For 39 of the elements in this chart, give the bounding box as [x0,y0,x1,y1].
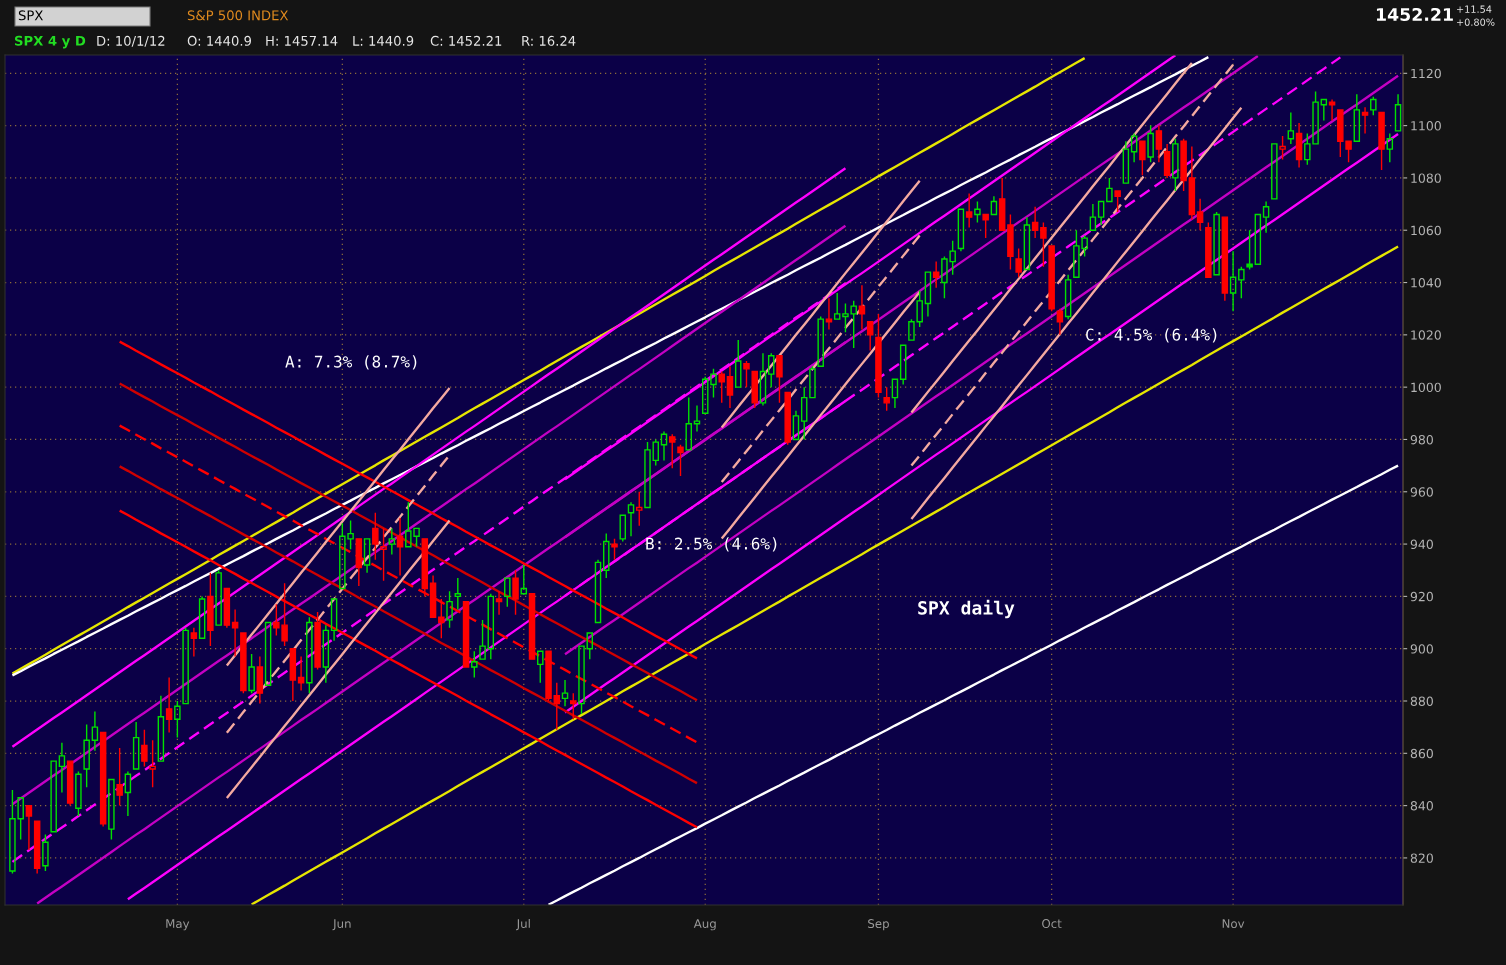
x-tick-label: Aug [693,919,716,931]
annotation: SPX daily [918,599,1015,619]
y-tick-label: 840 [1410,801,1433,811]
chart-title: SPX [18,10,43,21]
text: SPX 4 y D [14,35,86,49]
text: L: 1440.9 [353,35,414,46]
y-tick-label: 1100 [1411,121,1441,131]
y-tick-label: 900 [1410,644,1433,654]
y-tick-label: 1120 [1411,68,1441,79]
x-tick-label: Nov [1222,919,1245,929]
y-tick-label: 940 [1410,539,1433,549]
x-tick-label: Jun [332,919,351,931]
chart-subtitle: S&P 500 INDEX [187,10,289,21]
annotation: A: 7.3% (8.7%) [285,355,417,370]
x-tick-label: Oct [1042,919,1062,929]
y-tick-label: 1040 [1411,278,1441,288]
y-tick-label: 980 [1410,434,1433,445]
x-tick-label: Jul [516,918,530,931]
text: H: 1457.14 [266,36,338,46]
y-tick-label: 920 [1410,591,1433,602]
text: O: 1440.9 [187,35,252,46]
y-tick-label: 1060 [1411,225,1441,236]
text: +0.80% [1457,18,1495,26]
y-tick-label: 1020 [1411,330,1441,340]
text: 1452.21 [1376,7,1453,22]
text: R: 16.24 [522,35,576,46]
x-tick-label: May [166,919,190,931]
y-tick-label: 960 [1410,487,1433,497]
text: +11.54 [1457,5,1492,13]
x-tick-label: Sep [868,919,889,931]
y-tick-label: 1000 [1411,382,1441,393]
y-tick-label: 820 [1410,853,1433,863]
y-tick-label: 1080 [1411,173,1441,183]
annotation: B: 2.5% (4.6%) [646,537,777,552]
y-tick-label: 860 [1410,748,1433,759]
annotation: C: 4.5% (6.4%) [1086,328,1217,343]
y-tick-label: 880 [1410,696,1433,706]
text: D: 10/1/12 [97,35,165,47]
text: C: 1452.21 [430,35,502,46]
